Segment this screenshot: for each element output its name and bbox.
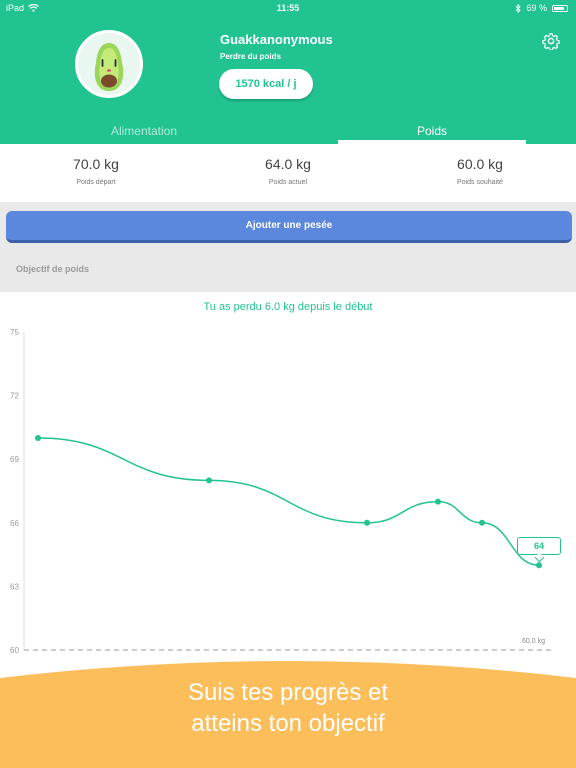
stat-start-value: 70.0 kg xyxy=(73,156,119,172)
stat-target: 60.0 kg Poids souhaité xyxy=(384,144,576,186)
section-title: Objectif de poids xyxy=(16,264,90,274)
promo-line-1: Suis tes progrès et xyxy=(187,679,389,706)
status-time: 11:55 xyxy=(276,3,300,13)
status-bar: iPad 11:55 69 % xyxy=(0,0,576,16)
kcal-button[interactable]: 1570 kcal / j xyxy=(219,69,313,99)
tab-alimentation[interactable]: Alimentation xyxy=(110,124,178,138)
goal-text: Perdre du poids xyxy=(220,52,281,61)
weight-stats: 70.0 kg Poids départ 64.0 kg Poids actue… xyxy=(0,144,576,202)
avatar[interactable] xyxy=(75,30,143,98)
promo-text: Suis tes progrès et atteins ton objectif xyxy=(0,677,576,739)
y-tick-label: 63 xyxy=(10,582,19,591)
stat-start: 70.0 kg Poids départ xyxy=(0,144,192,186)
stat-current-value: 64.0 kg xyxy=(265,156,311,172)
stat-target-label: Poids souhaité xyxy=(457,179,503,186)
stat-target-value: 60.0 kg xyxy=(457,156,503,172)
battery-icon xyxy=(552,4,568,12)
weight-point xyxy=(536,562,542,569)
stat-start-label: Poids départ xyxy=(76,179,116,186)
add-weight-button[interactable]: Ajouter une pesée xyxy=(6,211,572,243)
device-label: iPad xyxy=(6,3,25,13)
chart-message: Tu as perdu 6.0 kg depuis le début xyxy=(203,301,373,313)
profile-header: Guakkanonymous Perdre du poids 1570 kcal… xyxy=(0,16,576,144)
last-value-tooltip: 64 xyxy=(517,537,561,555)
weight-point xyxy=(35,435,41,441)
wifi-icon xyxy=(28,4,39,12)
y-tick-label: 75 xyxy=(10,328,19,337)
username: Guakkanonymous xyxy=(220,32,333,47)
y-tick-label: 66 xyxy=(10,519,19,528)
y-tick-label: 60 xyxy=(10,646,19,655)
promo-line-2: atteins ton objectif xyxy=(191,710,385,737)
y-tick-label: 69 xyxy=(10,455,19,464)
weight-line xyxy=(37,437,540,566)
y-tick-label: 72 xyxy=(10,392,19,401)
promo-banner xyxy=(0,661,576,768)
weight-point xyxy=(206,477,212,484)
stat-current: 64.0 kg Poids actuel xyxy=(192,144,384,186)
tab-poids[interactable]: Poids xyxy=(416,124,448,138)
goal-line-label: 60.0 kg xyxy=(522,638,545,645)
weight-point xyxy=(364,519,370,526)
avocado-avatar-icon xyxy=(94,43,124,91)
bluetooth-icon xyxy=(516,3,522,13)
gear-icon[interactable] xyxy=(542,32,560,50)
weight-point xyxy=(479,519,485,526)
weight-chart: 75 72 69 66 63 60 xyxy=(10,328,552,655)
active-tab-indicator xyxy=(338,140,526,144)
weight-point xyxy=(435,498,441,505)
battery-percent: 69 % xyxy=(526,3,547,13)
stat-current-label: Poids actuel xyxy=(268,179,308,186)
